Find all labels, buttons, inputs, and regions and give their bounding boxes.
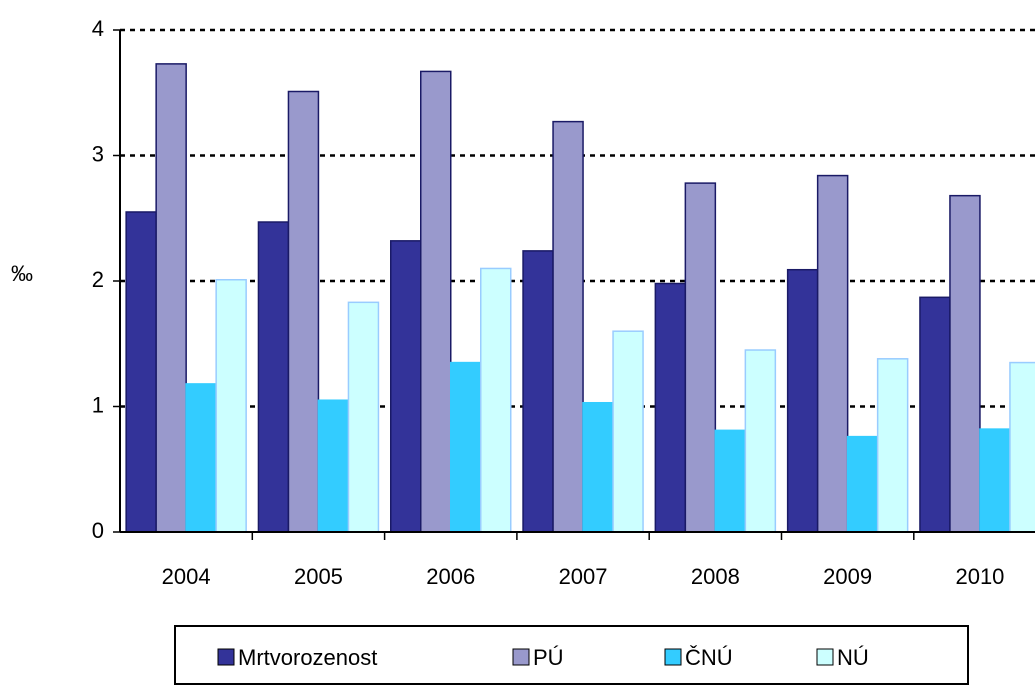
legend-label: NÚ: [837, 645, 869, 670]
x-tick-label: 2010: [955, 564, 1004, 589]
bar: [215, 278, 247, 533]
bar: [1009, 361, 1035, 533]
y-tick-label: 1: [92, 392, 104, 417]
y-axis-label: ‰: [11, 261, 33, 286]
y-tick-label: 0: [92, 518, 104, 543]
legend-label: PÚ: [533, 645, 564, 670]
legend-box: [174, 625, 969, 685]
bar: [257, 221, 290, 533]
x-tick-label: 2004: [162, 564, 211, 589]
plot: 0 1 2 3 4 2004 2005 2006 2007 2008 2009 2010: [92, 16, 1035, 589]
bar: [949, 194, 981, 533]
bar: [125, 211, 157, 533]
legend-swatch: [512, 648, 530, 666]
x-tick-label: 2008: [691, 564, 740, 589]
x-tick-label: 2007: [559, 564, 608, 589]
bar: [684, 182, 717, 533]
bar: [612, 330, 644, 533]
bar: [287, 90, 320, 533]
bar: [480, 267, 512, 533]
legend-swatch: [816, 648, 834, 666]
y-tick-label: 3: [92, 141, 104, 166]
bar: [846, 435, 879, 533]
bar: [317, 399, 350, 533]
bar: [744, 349, 777, 533]
bar: [552, 120, 584, 533]
bar: [347, 301, 380, 533]
x-tick-label: 2005: [294, 564, 343, 589]
y-tick-label: 2: [92, 267, 104, 292]
legend-swatch: [664, 648, 682, 666]
legend-label: Mrtvorozenost: [238, 645, 377, 670]
bar: [786, 268, 819, 533]
bar: [714, 429, 747, 533]
bar: [522, 250, 554, 533]
bar: [155, 63, 187, 533]
legend-label: ČNÚ: [685, 645, 733, 670]
y-tick-label: 4: [92, 16, 104, 41]
bar: [185, 383, 217, 533]
bar: [582, 401, 614, 533]
x-tick-label: 2009: [823, 564, 872, 589]
bar: [420, 70, 452, 533]
bar: [919, 296, 951, 533]
legend-swatch: [217, 648, 235, 666]
x-tick-label: 2006: [426, 564, 475, 589]
bar: [654, 282, 687, 533]
bar: [816, 174, 849, 533]
bar: [390, 240, 422, 533]
bar: [979, 428, 1011, 533]
bar: [450, 361, 482, 533]
bar: [876, 358, 909, 533]
